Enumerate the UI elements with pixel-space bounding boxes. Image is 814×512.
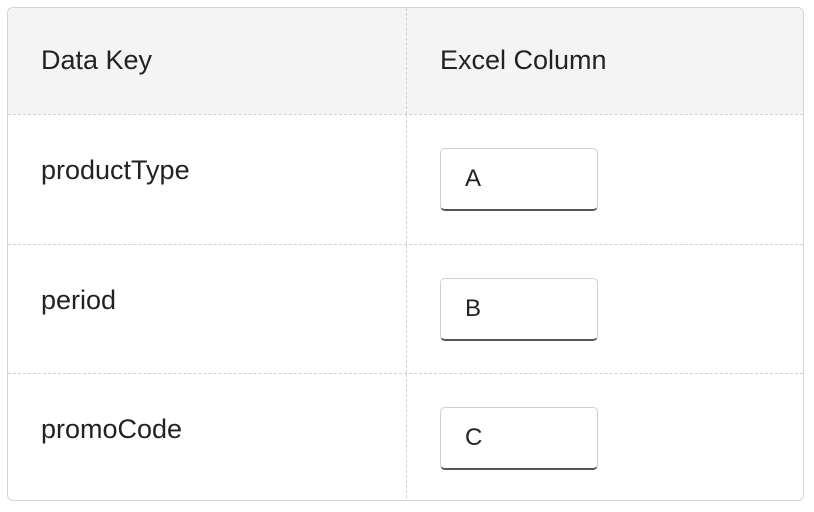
- data-key-cell: period: [8, 244, 407, 373]
- excel-column-cell: [407, 115, 803, 244]
- table-row: period: [8, 243, 803, 374]
- header-excel-column: Excel Column: [440, 45, 607, 75]
- excel-column-cell: [407, 374, 803, 500]
- table-row: productType: [8, 114, 803, 244]
- table-row: promoCode: [8, 373, 803, 500]
- excel-column-input[interactable]: [440, 148, 598, 211]
- mapping-table: Data Key Excel Column productType period…: [7, 7, 804, 501]
- excel-column-input[interactable]: [440, 407, 598, 470]
- excel-column-input[interactable]: [440, 277, 598, 341]
- excel-column-cell: [407, 245, 803, 374]
- header-data-key: Data Key: [8, 8, 407, 114]
- table-header: Data Key Excel Column: [8, 8, 803, 114]
- data-key-cell: productType: [8, 115, 407, 244]
- data-key-cell: promoCode: [8, 374, 407, 500]
